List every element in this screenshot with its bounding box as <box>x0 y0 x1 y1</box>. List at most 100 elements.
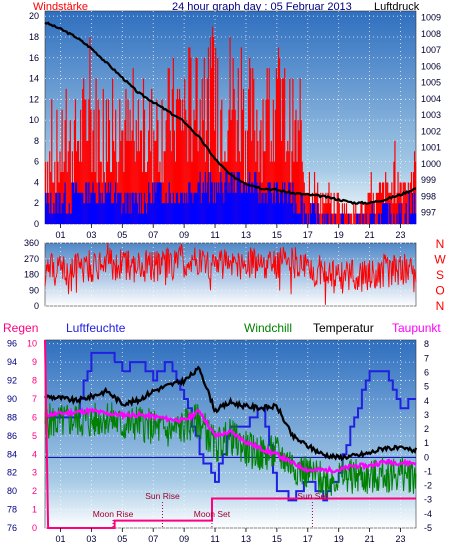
wind-avg-bar <box>198 182 200 224</box>
wind-gust-bar <box>111 78 114 224</box>
wind-avg-bar <box>121 213 123 224</box>
wind-gust-bar <box>124 120 126 224</box>
wind-gust-bar <box>399 182 401 224</box>
wind-avg-bar <box>76 192 79 224</box>
temperature-tick-label: 4 <box>424 396 429 406</box>
wind-gust-bar <box>199 99 201 224</box>
wind-avg-bar <box>82 192 84 224</box>
hour-tick-label: 21 <box>365 230 375 240</box>
wind-gust-bar <box>215 47 217 225</box>
wind-gust-bar <box>102 88 104 225</box>
wind-avg-bar <box>270 192 272 224</box>
wind-gust-bar <box>186 120 188 224</box>
wind-gust-bar <box>396 192 398 224</box>
wind-avg-bar <box>262 192 264 224</box>
wind-avg-bar <box>413 192 416 224</box>
wind-gust-bar <box>67 151 69 224</box>
wind-gust-bar <box>221 99 223 224</box>
wind-avg-bar <box>373 213 375 224</box>
wind-avg-bar <box>404 213 406 224</box>
compass-label: O <box>435 284 444 298</box>
wind-avg-bar <box>309 203 312 224</box>
pressure-tick-label: 1009 <box>421 13 441 23</box>
wind-avg-bar <box>216 182 218 224</box>
wind-avg-bar <box>136 203 138 224</box>
wind-avg-bar <box>191 192 193 224</box>
wind-gust-bar <box>84 99 86 224</box>
wind-avg-bar <box>125 213 127 224</box>
wind-direction-plot-area <box>44 242 417 307</box>
wind-avg-bar <box>50 192 52 224</box>
wind-avg-bar <box>293 213 295 224</box>
wind-gust-bar <box>177 99 180 224</box>
wind-avg-bar <box>178 203 181 224</box>
wind-gust-bar <box>319 213 321 224</box>
wind-avg-bar <box>110 203 113 224</box>
wind-avg-bar <box>253 192 255 224</box>
wind-avg-bar <box>71 182 73 224</box>
direction-tick-label: 0 <box>34 301 39 311</box>
hour-tick-label: 01 <box>55 230 65 240</box>
wind-gust-bar <box>377 192 380 224</box>
temperature-tick-label: 3 <box>424 410 429 420</box>
wind-avg-bar <box>398 203 400 224</box>
wind-gust-bar <box>370 172 372 224</box>
wind-avg-bar <box>246 192 249 224</box>
humidity-legend: Luftfeuchte <box>66 321 126 335</box>
wind-avg-bar <box>79 192 81 224</box>
wind-tick-label: 18 <box>29 32 39 42</box>
wind-avg-bar <box>210 182 213 224</box>
wind-gust-bar <box>92 130 94 224</box>
wind-avg-bar <box>218 182 220 224</box>
wind-gust-bar <box>170 151 172 224</box>
temperature-tick-label: 1 <box>424 438 429 448</box>
wind-avg-bar <box>124 192 126 224</box>
temperature-line <box>44 365 418 462</box>
wind-avg-bar <box>102 203 104 224</box>
temperature-legend: Temperatur <box>313 321 374 335</box>
humidity-tick-label: 86 <box>7 431 17 441</box>
wind-avg-bar <box>380 213 383 224</box>
hour-tick-label: 11 <box>210 230 219 240</box>
wind-avg-bar <box>282 182 284 224</box>
wind-gust-bar <box>343 203 346 224</box>
wind-avg-bar <box>390 213 392 224</box>
wind-avg-bar <box>235 192 237 224</box>
wind-gust-bar <box>198 130 200 224</box>
wind-avg-bar <box>203 192 205 224</box>
wind-gust-bar <box>320 192 322 224</box>
pressure-tick-label: 1000 <box>421 159 441 169</box>
wind-avg-bar <box>288 182 290 224</box>
wind-gust-bar <box>264 151 266 224</box>
wind-avg-bar <box>83 203 85 224</box>
wind-gust-bar <box>372 192 374 224</box>
wind-avg-bar <box>157 182 159 224</box>
wind-gust-bar <box>195 57 197 225</box>
wind-gust-bar <box>338 203 340 224</box>
wind-avg-bar <box>286 192 288 224</box>
wind-avg-bar <box>111 203 114 224</box>
wind-avg-bar <box>275 182 278 224</box>
wind-avg-bar <box>141 213 144 224</box>
wind-gust-bar <box>229 36 231 225</box>
wind-gust-bar <box>237 68 239 225</box>
dewpoint-line <box>44 406 417 474</box>
wind-gust-bar <box>281 140 283 224</box>
wind-avg-bar <box>307 213 309 224</box>
wind-gust-bar <box>130 140 132 224</box>
wind-avg-bar <box>410 213 413 224</box>
wind-avg-bar <box>147 203 149 224</box>
wind-gust-bar <box>203 57 205 225</box>
humidity-tick-label: 76 <box>7 523 17 533</box>
wind-avg-bar <box>161 203 163 224</box>
wind-avg-bar <box>190 192 192 224</box>
wind-avg-bar <box>215 203 217 224</box>
wind-avg-bar <box>97 203 99 224</box>
wind-avg-bar <box>158 182 160 224</box>
wind-avg-bar <box>152 182 154 224</box>
wind-gust-bar <box>73 120 76 224</box>
wind-avg-bar <box>132 192 134 224</box>
wind-gust-bar <box>74 99 77 224</box>
hour-tick-label: 19 <box>334 230 344 240</box>
